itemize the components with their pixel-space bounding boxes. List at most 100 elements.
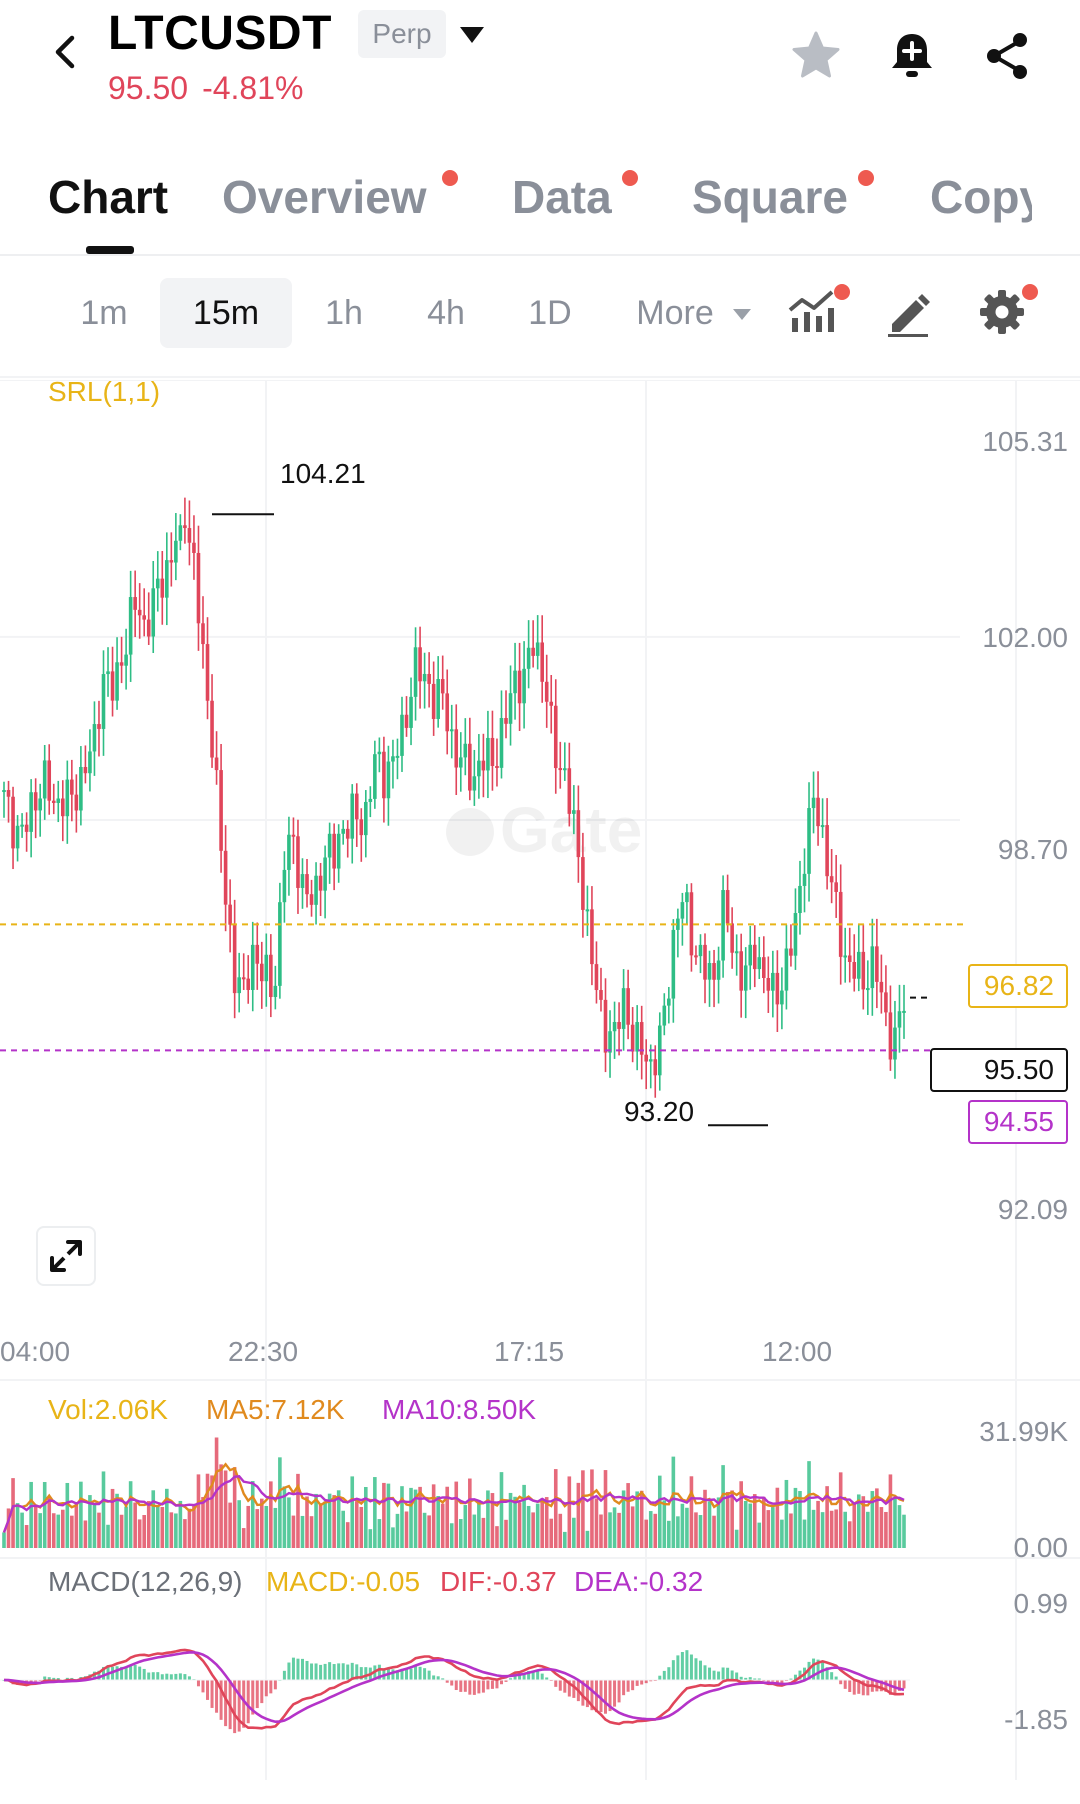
y-tick: 92.09 — [997, 1194, 1068, 1225]
volume-bars — [2, 1437, 906, 1548]
chart-canvas[interactable]: Gate — [0, 380, 1080, 1804]
macd-histogram-bar — [626, 1680, 630, 1692]
volume-bar — [893, 1497, 897, 1548]
star-icon[interactable] — [788, 28, 844, 84]
timeframe-15m[interactable]: 15m — [160, 278, 292, 348]
macd-histogram-bar — [753, 1678, 757, 1680]
candle-body — [246, 978, 251, 990]
volume-bar — [477, 1500, 481, 1548]
candle-body — [250, 944, 255, 990]
candle-body — [861, 951, 866, 990]
candle-body — [902, 1010, 906, 1013]
volume-bar — [427, 1515, 431, 1548]
chart-area[interactable]: Gate SRL(1,1) 105.31 102.00 98.70 92.09 … — [0, 376, 1080, 1804]
vol-y-tick: 0.00 — [1013, 1532, 1069, 1563]
tab-data[interactable]: Data — [512, 171, 612, 223]
candle-body — [856, 951, 861, 979]
volume-bar — [445, 1486, 450, 1548]
macd-histogram-bar — [418, 1666, 422, 1680]
candle-body — [567, 768, 572, 814]
volume-bar — [608, 1512, 612, 1548]
timeframe-1m[interactable]: 1m — [80, 294, 128, 332]
macd-histogram-bar — [409, 1668, 413, 1680]
indicator-chart-icon[interactable] — [786, 286, 838, 338]
timeframe-4h[interactable]: 4h — [427, 294, 465, 332]
volume-bar — [269, 1481, 273, 1548]
volume-bar — [535, 1503, 540, 1548]
candle-body — [626, 988, 630, 1025]
macd-histogram-bar — [545, 1677, 549, 1680]
candle-body — [544, 681, 549, 702]
macd-histogram-bar — [852, 1680, 856, 1695]
candle-body — [775, 972, 780, 1005]
volume-bar — [567, 1476, 572, 1548]
volume-bar — [522, 1484, 526, 1548]
share-icon[interactable] — [980, 28, 1036, 84]
candle-body — [490, 737, 495, 767]
volume-bar — [897, 1505, 902, 1548]
macd-histogram-bar — [246, 1680, 250, 1724]
volume-bar — [11, 1478, 15, 1548]
timeframe-1d[interactable]: 1D — [528, 294, 572, 332]
volume-bar — [241, 1528, 246, 1548]
symbol-title[interactable]: LTCUSDT — [108, 7, 332, 60]
candle-body — [875, 946, 879, 982]
timeframe-more[interactable]: More — [636, 294, 714, 332]
candle-body — [743, 965, 748, 991]
macd-histogram-bar — [708, 1667, 712, 1680]
volume-bar — [137, 1519, 142, 1548]
volume-bar — [449, 1523, 454, 1548]
tab-overview[interactable]: Overview — [222, 171, 427, 223]
candle-body — [445, 693, 450, 732]
candle-body — [259, 963, 264, 982]
srl-lower-tag: 94.55 — [968, 1100, 1068, 1144]
candle-body — [33, 792, 38, 811]
candle-body — [368, 798, 373, 802]
candle-body — [237, 977, 241, 994]
volume-bar — [259, 1498, 264, 1548]
macd-histogram-bar — [766, 1680, 770, 1682]
volume-bar — [151, 1490, 156, 1548]
candle-body — [223, 850, 228, 905]
tab-chart[interactable]: Chart — [48, 171, 169, 223]
candle-body — [730, 923, 734, 953]
macd-histogram-bar — [825, 1667, 829, 1680]
macd-histogram-bar — [830, 1672, 834, 1680]
current-price-tag[interactable]: 95.50 — [930, 1048, 1068, 1092]
tab-copy[interactable]: Copy — [930, 171, 1032, 223]
candle-body — [472, 776, 477, 791]
volume-bar — [549, 1518, 554, 1548]
timeframe-1h[interactable]: 1h — [325, 294, 363, 332]
volume-bar — [305, 1496, 309, 1548]
macd-histogram-bar — [554, 1680, 558, 1687]
macd-histogram-bar — [481, 1680, 485, 1693]
macd-histogram-bar — [287, 1662, 291, 1680]
x-tick: 22:30 — [228, 1336, 299, 1367]
macd-histogram-bar — [671, 1660, 675, 1680]
macd-histogram-bar — [441, 1678, 445, 1680]
volume-bar — [246, 1505, 251, 1548]
macd-histogram-bar — [29, 1680, 33, 1683]
candle-body — [15, 825, 20, 849]
volume-bar — [6, 1508, 11, 1548]
price-change: -4.81% — [202, 70, 304, 106]
candle-body — [784, 948, 789, 991]
pencil-icon[interactable] — [882, 286, 934, 338]
volume-bar — [771, 1507, 775, 1548]
macd-histogram-bar — [56, 1678, 60, 1680]
gear-icon[interactable] — [976, 286, 1028, 338]
volume-bar — [807, 1461, 811, 1548]
tab-square[interactable]: Square — [692, 171, 848, 223]
expand-button[interactable] — [36, 1226, 96, 1286]
y-tick: 98.70 — [997, 834, 1068, 865]
volume-bar — [115, 1493, 119, 1548]
macd-histogram-bar — [843, 1680, 847, 1689]
bell-plus-icon[interactable] — [884, 28, 940, 84]
chevron-left-icon[interactable] — [42, 28, 90, 76]
caret-down-icon[interactable] — [458, 24, 486, 46]
volume-bar — [65, 1482, 70, 1548]
srl-upper-tag: 96.82 — [968, 964, 1068, 1008]
macd-histogram-bar — [563, 1680, 567, 1693]
volume-bar — [2, 1532, 6, 1548]
candle-body — [517, 670, 522, 704]
